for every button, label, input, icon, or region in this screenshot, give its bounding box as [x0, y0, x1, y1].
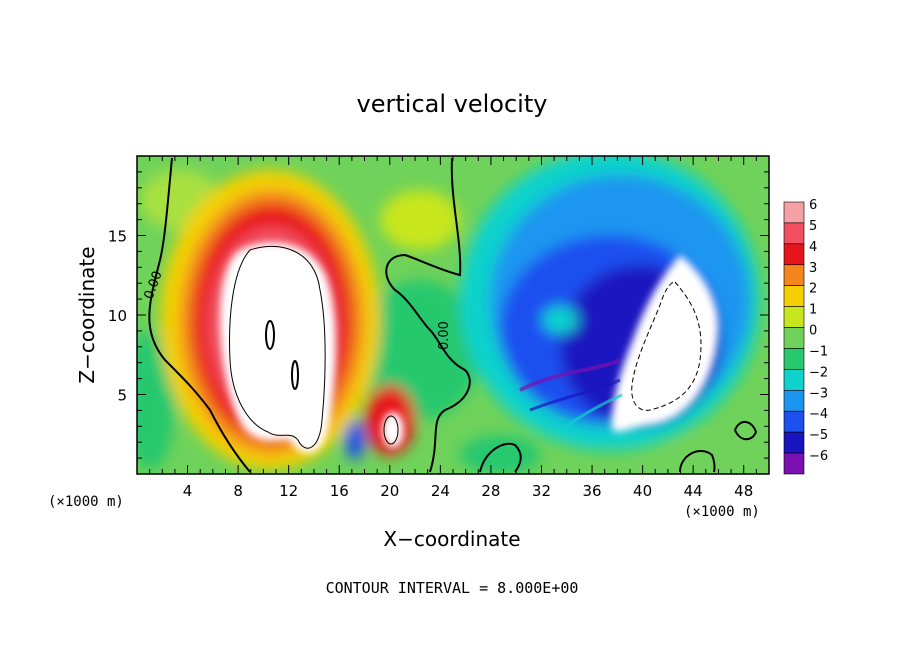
colorbar-label: 4: [809, 240, 817, 255]
colorbar-label: −4: [809, 407, 828, 422]
colorbar-swatch: [783, 285, 805, 307]
streak-marks: [519, 358, 623, 432]
colorbar-swatch: [783, 410, 805, 433]
x-tick-label: 36: [582, 482, 601, 500]
colorbar-swatch: [783, 264, 805, 286]
colorbar-swatch: [783, 431, 805, 454]
y-axis-ticks: 5 10 15: [108, 171, 769, 459]
extreme-cores: [220, 242, 719, 454]
contour-updraft-island-2: [291, 360, 299, 390]
x-axis-ticks: 4 8 12 16 20 24 28 32 36 40 44 48: [149, 156, 757, 500]
x-axis-label: X−coordinate: [383, 527, 520, 551]
colorbar-label: −5: [809, 428, 828, 443]
chart-title: vertical velocity: [357, 90, 548, 118]
colorbar-label: 5: [809, 219, 817, 234]
x-tick-label: 48: [734, 482, 753, 500]
x-tick-label: 20: [380, 482, 399, 500]
colorbar-label: −1: [809, 344, 828, 359]
contour-zero-middle: [385, 157, 471, 473]
y-tick-label: 15: [108, 228, 127, 246]
contour-lines: [148, 157, 758, 473]
colorbar-swatch: [783, 327, 805, 349]
colorbar-label: −3: [809, 386, 828, 401]
y-axis-label: Z−coordinate: [75, 246, 99, 383]
colorbar-swatch: [783, 452, 805, 475]
updraft-small-core: [382, 412, 404, 448]
x-tick-label: 8: [233, 482, 243, 500]
field-cyan-patch: [542, 306, 578, 334]
streak-2: [529, 378, 621, 412]
contour-zero-bottom: [479, 442, 522, 473]
colorbar-label: −2: [809, 365, 828, 380]
colorbar-swatch: [783, 390, 805, 412]
colorbar-swatch: [783, 369, 805, 391]
colorbar-label: 2: [809, 282, 817, 297]
x-tick-label: 40: [633, 482, 652, 500]
colorbar-label: 3: [809, 261, 817, 276]
field-cyan-patch-top: [600, 180, 680, 230]
colorbar-label: 6: [809, 198, 817, 213]
updraft-core-white: [220, 242, 336, 454]
x-tick-label: 16: [330, 482, 349, 500]
field-blue-small: [345, 420, 365, 460]
x-tick-label: 44: [684, 482, 703, 500]
contour-downdraft-dashed: [631, 281, 702, 411]
colorbar-label: −6: [809, 449, 828, 464]
contour-updraft-small: [383, 415, 399, 445]
field-teal-bottom-right: [670, 440, 769, 474]
colorbar-swatch: [783, 201, 805, 224]
colorbar-swatch: [783, 222, 805, 245]
plot-area: 0.00 0.00: [137, 156, 769, 474]
x-tick-label: 24: [431, 482, 450, 500]
contour-zero-left: [148, 157, 251, 473]
x-tick-label: 4: [183, 482, 193, 500]
x-axis-unit-right: (×1000 m): [684, 504, 760, 520]
colorbar-label: 0: [809, 324, 817, 339]
field-yellow-top: [380, 190, 460, 250]
colorbar-swatch: [783, 306, 805, 328]
x-axis-unit-left: (×1000 m): [48, 494, 124, 510]
streak-1: [519, 358, 621, 392]
contour-interval-footer: CONTOUR INTERVAL = 8.000E+00: [326, 579, 579, 597]
contour-updraft-island-1: [265, 320, 275, 350]
y-tick-label: 5: [117, 387, 127, 405]
downdraft-core-white: [611, 255, 719, 432]
x-tick-label: 12: [279, 482, 298, 500]
field-teal-bottom: [460, 435, 540, 474]
colorbar-label: 1: [809, 303, 817, 318]
contour-updraft-inner: [229, 245, 326, 449]
colorbar-swatch: [783, 348, 805, 370]
streak-3: [559, 393, 623, 432]
x-tick-label: 28: [481, 482, 500, 500]
contour-label-middle: 0.00: [437, 321, 452, 350]
contour-zero-small: [733, 421, 758, 441]
contour-zero-right: [679, 450, 716, 473]
colorbar-swatch: [783, 243, 805, 266]
x-tick-label: 32: [532, 482, 551, 500]
y-tick-label: 10: [108, 307, 127, 325]
colorbar: 6 5 4 3 2 1 0 −1 −2 −3 −4 −5 −6: [783, 198, 828, 475]
